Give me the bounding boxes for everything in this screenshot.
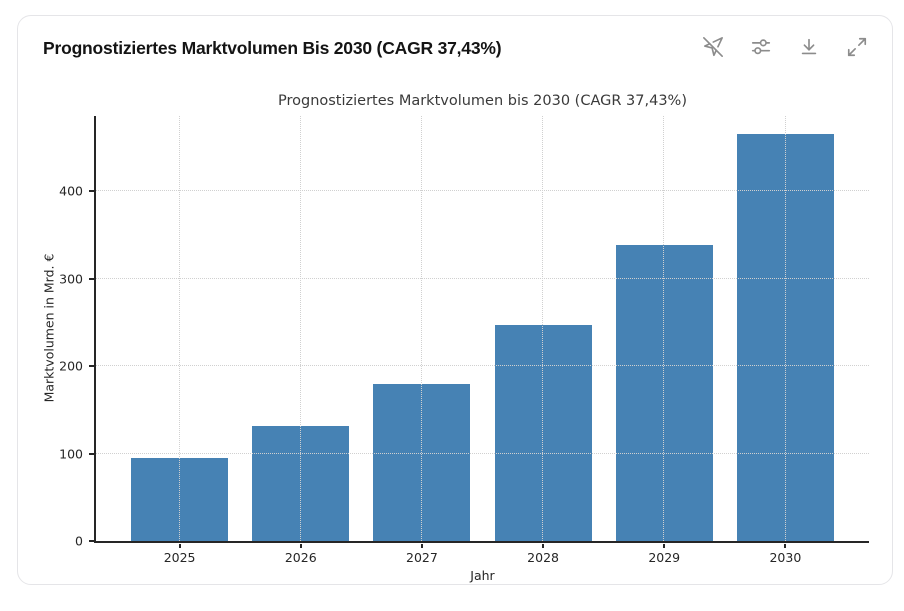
bar-2028 [494, 325, 592, 541]
y-tick-label: 200 [59, 358, 83, 374]
plot-area [94, 116, 869, 543]
chart-title: Prognostiziertes Marktvolumen bis 2030 (… [277, 93, 687, 109]
x-tick-label: 2028 [527, 550, 559, 565]
gridline-horizontal [96, 190, 869, 192]
x-tick-mark [420, 544, 423, 548]
expand-icon [846, 36, 868, 61]
gridline-vertical [542, 116, 544, 541]
x-axis-ticks: 2025 2026 2027 2028 2029 2030 [96, 543, 869, 571]
x-tick-mark [784, 544, 787, 548]
y-tick-mark [89, 452, 94, 455]
x-axis-label: Jahr [470, 568, 495, 583]
sliders-icon [750, 36, 772, 61]
gridline-vertical [663, 116, 665, 541]
download-button[interactable] [797, 37, 820, 60]
download-icon [798, 36, 820, 61]
gridline-horizontal [96, 365, 869, 367]
x-tick-label: 2025 [163, 550, 196, 565]
bar-2030 [736, 133, 834, 541]
gridline-horizontal [96, 452, 869, 454]
y-tick-label: 100 [59, 446, 83, 462]
y-tick-label: 0 [75, 533, 83, 549]
gridline-vertical [784, 116, 786, 541]
gridline-vertical [421, 116, 423, 541]
gridline-vertical [300, 116, 301, 541]
x-tick-label: 2027 [406, 550, 438, 565]
y-tick-mark [89, 365, 94, 368]
x-tick-label: 2029 [648, 550, 681, 565]
card-title: Prognostiziertes Marktvolumen Bis 2030 (… [43, 38, 502, 58]
bar-2026 [252, 426, 350, 541]
x-tick-mark [663, 544, 666, 548]
x-tick-label: 2026 [284, 550, 317, 565]
x-tick-mark [542, 544, 545, 548]
x-tick-mark [299, 544, 302, 548]
y-axis-label: Marktvolumen in Mrd. € [41, 253, 57, 403]
settings-sliders-button[interactable] [749, 37, 772, 60]
gridline-vertical [178, 116, 180, 541]
y-tick-label: 300 [59, 271, 83, 287]
card-header: Prognostiziertes Marktvolumen Bis 2030 (… [18, 16, 892, 60]
chart-card: Prognostiziertes Marktvolumen Bis 2030 (… [17, 15, 893, 585]
navigation-off-button[interactable] [701, 37, 724, 60]
y-axis-ticks: 0 100 200 300 400 [18, 116, 94, 549]
expand-button[interactable] [845, 37, 868, 60]
chart-toolbar [701, 37, 868, 60]
y-tick-label: 400 [59, 183, 83, 199]
y-tick-mark [89, 540, 94, 542]
bar-2025 [131, 457, 229, 541]
navigation-off-icon [702, 36, 724, 61]
gridline-horizontal [96, 277, 869, 279]
x-tick-mark [178, 544, 181, 548]
x-tick-label: 2030 [769, 550, 802, 565]
bar-2029 [615, 244, 713, 541]
bar-chart: Prognostiziertes Marktvolumen bis 2030 (… [18, 16, 892, 584]
bar-2027 [373, 384, 471, 541]
y-tick-mark [89, 277, 94, 280]
y-tick-mark [89, 190, 94, 193]
